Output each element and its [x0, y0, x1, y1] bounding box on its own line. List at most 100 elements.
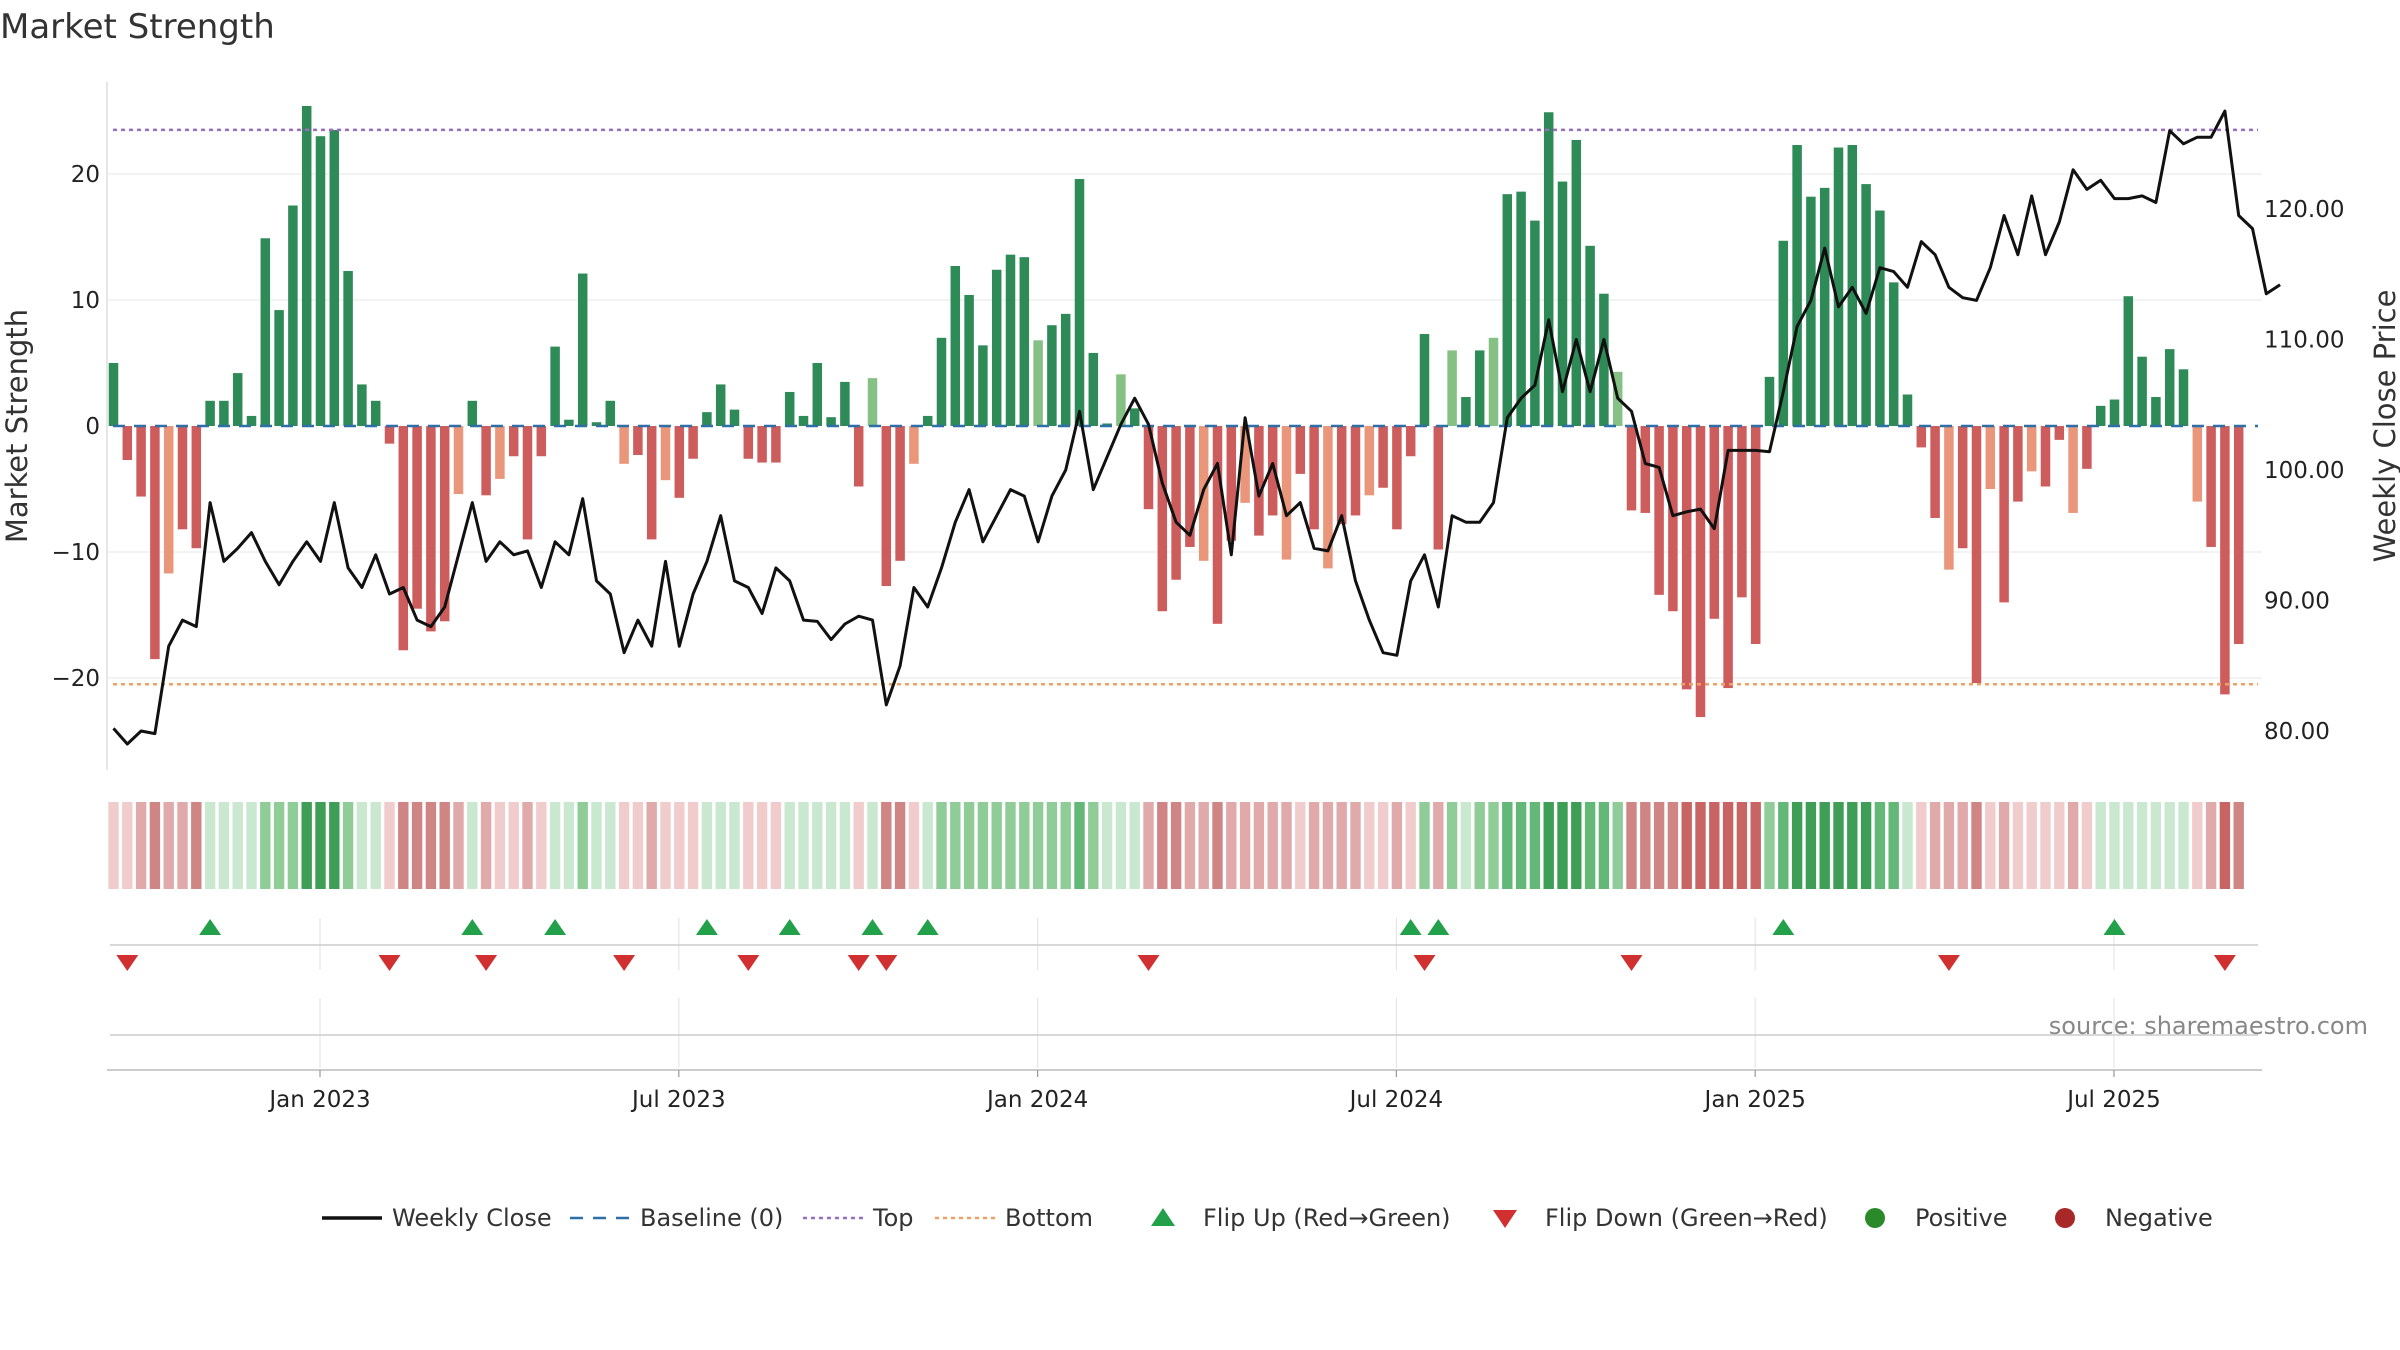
flip-down-marker-7 — [1137, 955, 1160, 971]
strength-bars — [108, 105, 2244, 718]
strength-bar-9 — [232, 373, 243, 426]
legend-label-4: Flip Up (Red→Green) — [1203, 1204, 1451, 1232]
legend-item-2: Top — [803, 1204, 914, 1232]
heat-cell-141 — [2054, 802, 2065, 889]
vertical-grid-layer — [319, 918, 2115, 1068]
heat-cell-130 — [1902, 802, 1913, 889]
strength-bar-15 — [315, 136, 326, 426]
heat-cell-39 — [646, 802, 657, 889]
legend-swatch-7 — [2055, 1208, 2075, 1228]
strength-bar-123 — [1806, 196, 1816, 426]
strength-bar-48 — [771, 426, 781, 463]
strength-bar-108 — [1599, 293, 1609, 426]
strength-bar-121 — [1778, 240, 1789, 426]
left-tick-label: −10 — [51, 540, 100, 566]
strength-bar-122 — [1792, 145, 1802, 426]
strength-bar-43 — [702, 412, 712, 426]
heat-cell-35 — [591, 802, 602, 889]
strength-bar-32 — [550, 346, 560, 426]
heat-cell-117 — [1722, 802, 1734, 889]
heat-cell-29 — [508, 802, 519, 889]
heat-cell-71 — [1088, 802, 1099, 889]
strength-bar-101 — [1502, 194, 1513, 426]
strength-bar-56 — [881, 426, 892, 587]
heat-cell-114 — [1681, 802, 1692, 889]
y-axis-label-left: Market Strength — [0, 309, 34, 543]
heat-cell-107 — [1584, 802, 1596, 889]
strength-bar-6 — [191, 426, 202, 549]
heat-cell-5 — [177, 802, 188, 889]
strength-bar-73 — [1116, 374, 1126, 426]
flip-markers — [110, 919, 2258, 971]
strength-bar-60 — [936, 337, 947, 426]
strength-bar-5 — [177, 426, 188, 530]
y-axis-label-right: Weekly Close Price — [2368, 290, 2400, 563]
heat-cell-96 — [1433, 802, 1444, 889]
strength-bar-78 — [1185, 426, 1195, 547]
strength-bar-106 — [1571, 139, 1582, 427]
heat-cell-49 — [784, 802, 795, 889]
strength-bar-41 — [674, 426, 685, 498]
date-tick-label: Jul 2024 — [1348, 1087, 1444, 1113]
strength-bar-115 — [1695, 426, 1706, 718]
heat-cell-94 — [1405, 802, 1416, 889]
strength-bar-76 — [1157, 426, 1168, 612]
heat-cell-37 — [618, 802, 630, 889]
heat-cell-85 — [1281, 802, 1292, 889]
heat-cell-23 — [425, 802, 437, 889]
heat-cell-72 — [1101, 802, 1113, 889]
heat-cell-10 — [246, 802, 257, 889]
heat-cell-112 — [1653, 802, 1665, 889]
weekly-close-line — [112, 109, 2281, 746]
flip-down-marker-11 — [2213, 955, 2236, 971]
flip-down-marker-9 — [1620, 955, 1643, 971]
strength-bar-92 — [1378, 426, 1388, 488]
strength-bar-24 — [439, 426, 450, 622]
heat-cell-30 — [522, 802, 533, 889]
strength-bar-1 — [122, 426, 133, 461]
heat-cell-20 — [384, 802, 395, 889]
legend: Weekly Close Baseline (0) Top Bottom Flip Up… — [322, 1204, 2213, 1232]
strength-bar-99 — [1474, 350, 1485, 426]
strength-bar-146 — [2123, 296, 2134, 426]
heat-cell-91 — [1364, 802, 1375, 889]
heat-cell-36 — [605, 802, 616, 889]
strength-bar-54 — [853, 426, 864, 487]
strength-bar-36 — [605, 400, 616, 426]
legend-swatch-4 — [1151, 1208, 1175, 1226]
heat-cell-31 — [536, 802, 547, 889]
strength-bar-62 — [964, 294, 974, 426]
legend-swatch-6 — [1865, 1208, 1885, 1228]
legend-item-4: Flip Up (Red→Green) — [1151, 1204, 1451, 1232]
heat-cell-14 — [301, 802, 312, 889]
heat-cell-123 — [1805, 802, 1817, 889]
strength-bar-91 — [1364, 426, 1375, 496]
legend-label-0: Weekly Close — [392, 1204, 552, 1232]
strength-bar-152 — [2206, 426, 2216, 547]
strength-bar-0 — [108, 363, 119, 426]
strength-bar-65 — [1005, 254, 1016, 426]
strength-bar-42 — [688, 426, 698, 459]
strength-bar-4 — [163, 426, 174, 574]
strength-bar-7 — [205, 400, 215, 426]
heat-cell-101 — [1502, 802, 1513, 889]
right-tick-label: 90.00 — [2264, 589, 2330, 615]
heat-cell-19 — [370, 802, 381, 889]
strength-bar-110 — [1626, 426, 1637, 511]
heat-cell-15 — [315, 802, 326, 889]
heat-cell-56 — [881, 802, 892, 889]
strength-bar-151 — [2192, 426, 2203, 502]
strength-bar-3 — [150, 426, 160, 660]
strength-bar-18 — [357, 384, 367, 426]
heat-cell-93 — [1391, 802, 1403, 889]
heat-cell-86 — [1295, 802, 1306, 889]
heat-cell-45 — [729, 802, 740, 889]
strength-bar-35 — [591, 422, 602, 426]
strength-bar-102 — [1516, 191, 1526, 426]
heat-cell-95 — [1419, 802, 1430, 889]
strength-bar-140 — [2040, 426, 2051, 487]
strength-bar-44 — [715, 384, 726, 426]
strength-bar-128 — [1875, 210, 1885, 426]
heat-cell-21 — [398, 802, 409, 889]
